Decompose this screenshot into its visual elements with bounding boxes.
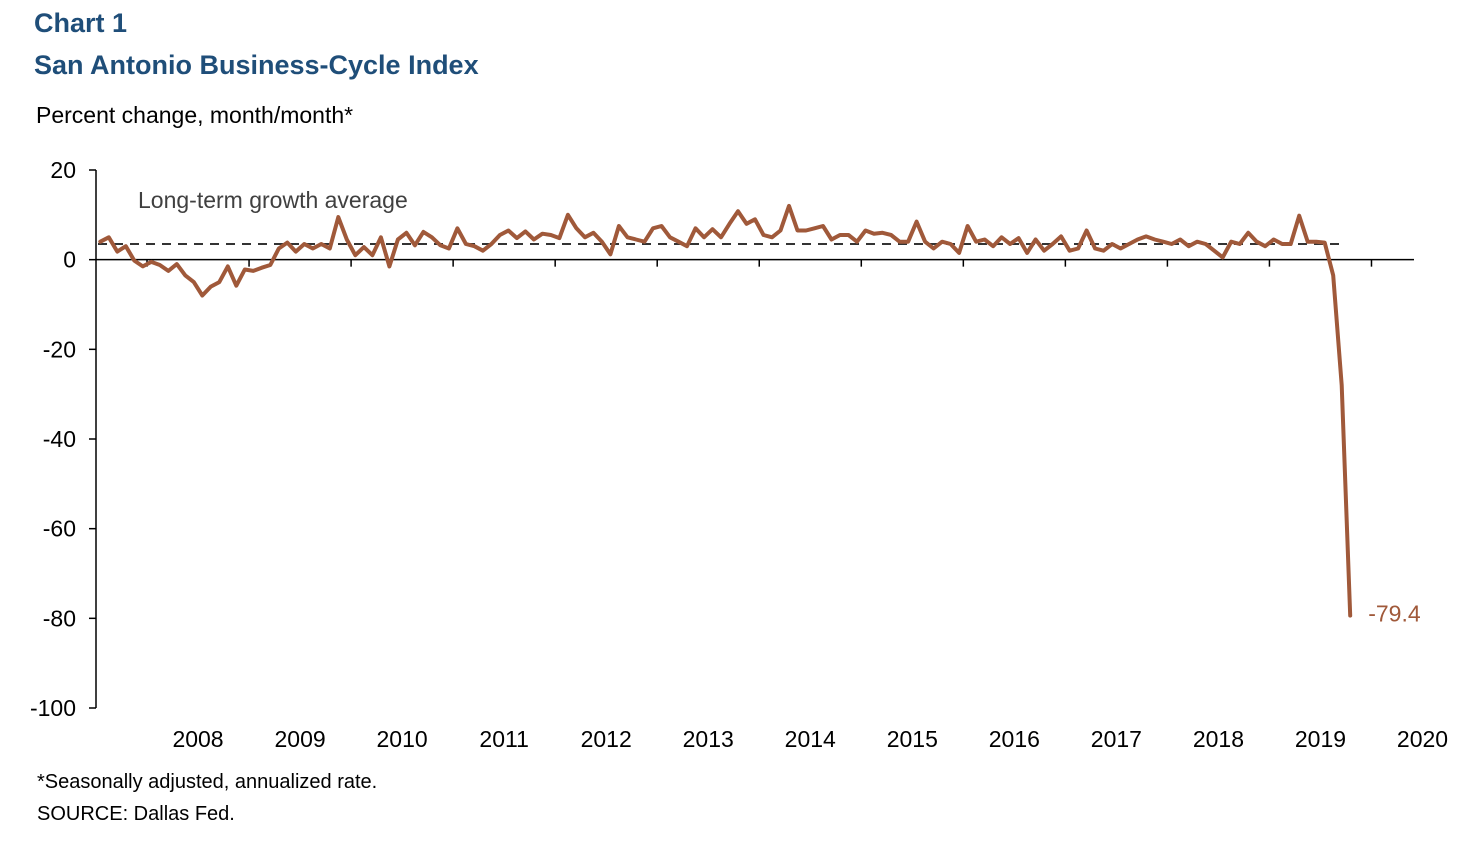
y-tick-label: -80 [43, 605, 76, 631]
y-tick-label: 0 [63, 247, 76, 273]
y-axis-unit-label: Percent change, month/month* [36, 102, 354, 128]
chart-title: San Antonio Business-Cycle Index [34, 50, 479, 80]
reference-line-label: Long-term growth average [138, 187, 408, 213]
footnote: *Seasonally adjusted, annualized rate. [37, 771, 378, 793]
reference-line-group: Long-term growth average [98, 187, 1344, 245]
y-tick-label: -60 [43, 516, 76, 542]
x-tick-label: 2016 [989, 726, 1040, 752]
source-note: SOURCE: Dallas Fed. [37, 803, 235, 825]
x-tick-label: 2008 [172, 726, 223, 752]
x-tick-label: 2017 [1091, 726, 1142, 752]
y-tick-label: -100 [30, 695, 76, 721]
x-tick-label: 2020 [1397, 726, 1448, 752]
x-tick-label: 2011 [479, 726, 528, 752]
series-line [98, 203, 1353, 618]
y-tick-label: -20 [43, 336, 76, 362]
x-tick-label: 2015 [887, 726, 938, 752]
y-tick-label: 20 [50, 157, 76, 183]
x-tick-label: 2019 [1295, 726, 1346, 752]
series-group: -79.4 [98, 203, 1421, 627]
x-tick-label: 2012 [581, 726, 632, 752]
end-value-label: -79.4 [1368, 601, 1421, 627]
x-tick-label: 2013 [683, 726, 734, 752]
x-tick-label: 2010 [377, 726, 428, 752]
y-axis: 20 0 -20 -40 -60 -80 -100 [30, 157, 97, 721]
y-tick-label: -40 [43, 426, 76, 452]
x-tick-label: 2014 [785, 726, 836, 752]
x-tick-label: 2018 [1193, 726, 1244, 752]
x-axis: 2008 2009 2010 2011 2012 2013 2014 2015 2016 2017… [96, 258, 1448, 752]
chart-label: Chart 1 [34, 8, 128, 38]
x-tick-label: 2009 [274, 726, 325, 752]
